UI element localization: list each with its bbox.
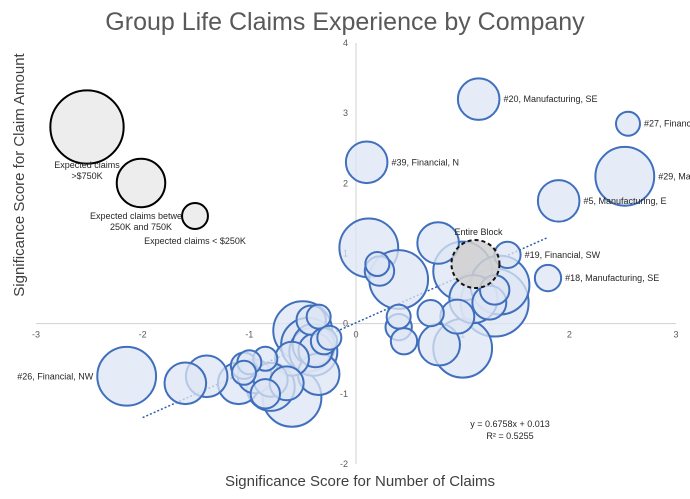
legend-label: Expected claims: [54, 160, 120, 170]
bubble-point[interactable]: [615, 110, 641, 137]
bubble-label: #18, Manufacturing, SE: [565, 273, 659, 283]
bubble-point[interactable]: [389, 327, 419, 356]
x-tick-label: 0: [353, 330, 358, 340]
bubble-labels: #20, Manufacturing, SE #27, Financial, SE…: [17, 94, 690, 381]
entire-block-bubble[interactable]: [450, 239, 501, 290]
y-tick-label: 2: [343, 178, 348, 188]
bubble-point[interactable]: [364, 251, 391, 278]
bubble-point[interactable]: [249, 378, 282, 410]
bubble-label: #29, Manufacturing, E: [658, 171, 690, 181]
bubble-label: #20, Manufacturing, SE: [503, 94, 597, 104]
legend-bubble: [181, 202, 209, 230]
bubble-label: #39, Financial, N: [391, 157, 459, 167]
bubble-point[interactable]: [96, 345, 158, 407]
bubble-point[interactable]: [163, 361, 208, 406]
x-tick-label: -3: [32, 330, 40, 340]
bubble-label: #27, Financial, SE: [644, 119, 690, 129]
bubble-point[interactable]: [416, 221, 460, 265]
y-tick-label: 4: [343, 38, 348, 48]
legend-bubble: [49, 89, 125, 165]
bubble-point[interactable]: [594, 145, 656, 207]
bubble-point[interactable]: [385, 303, 412, 330]
y-tick-label: -1: [340, 389, 348, 399]
x-tick-label: 2: [567, 330, 572, 340]
x-tick-label: 3: [673, 330, 678, 340]
trend-r-squared: R² = 0.5255: [486, 431, 533, 441]
bubble-label: #26, Financial, NW: [17, 371, 94, 381]
y-tick-label: -2: [340, 459, 348, 469]
legend-label: Expected claims < $250K: [144, 236, 246, 246]
bubble-label: #19, Financial, SW: [525, 250, 601, 260]
trend-equation: y = 0.6758x + 0.013: [470, 419, 550, 429]
legend-bubble: [115, 157, 167, 209]
x-tick-label: -1: [245, 330, 253, 340]
entire-block-label: Entire Block: [454, 227, 503, 237]
bubble-point[interactable]: [439, 298, 476, 335]
bubble-point[interactable]: [416, 298, 445, 328]
chart-title: Group Life Claims Experience by Company: [105, 8, 585, 36]
x-axis-title: Significance Score for Number of Claims: [225, 473, 495, 490]
y-axis-title: Significance Score for Claim Amount: [11, 52, 28, 296]
x-tick-label: -2: [139, 330, 147, 340]
size-legend: Expected claims>$750K Expected claims bet…: [49, 89, 246, 246]
bubble-point[interactable]: [231, 359, 257, 386]
bubble-point[interactable]: [344, 140, 389, 185]
bubble-point[interactable]: [533, 263, 563, 293]
bubble-series: [96, 77, 656, 428]
bubble-point[interactable]: [305, 303, 332, 330]
bubble-point[interactable]: [316, 324, 343, 351]
y-tick-label: 0: [343, 319, 348, 329]
legend-label: >$750K: [71, 171, 102, 181]
bubble-label: #5, Manufacturing, E: [583, 196, 666, 206]
bubble-point[interactable]: [456, 77, 501, 121]
legend-label: 250K and 750K: [110, 222, 172, 232]
bubble-point[interactable]: [536, 179, 581, 223]
legend-label: Expected claims between: [90, 211, 192, 221]
y-tick-label: 3: [343, 108, 348, 118]
